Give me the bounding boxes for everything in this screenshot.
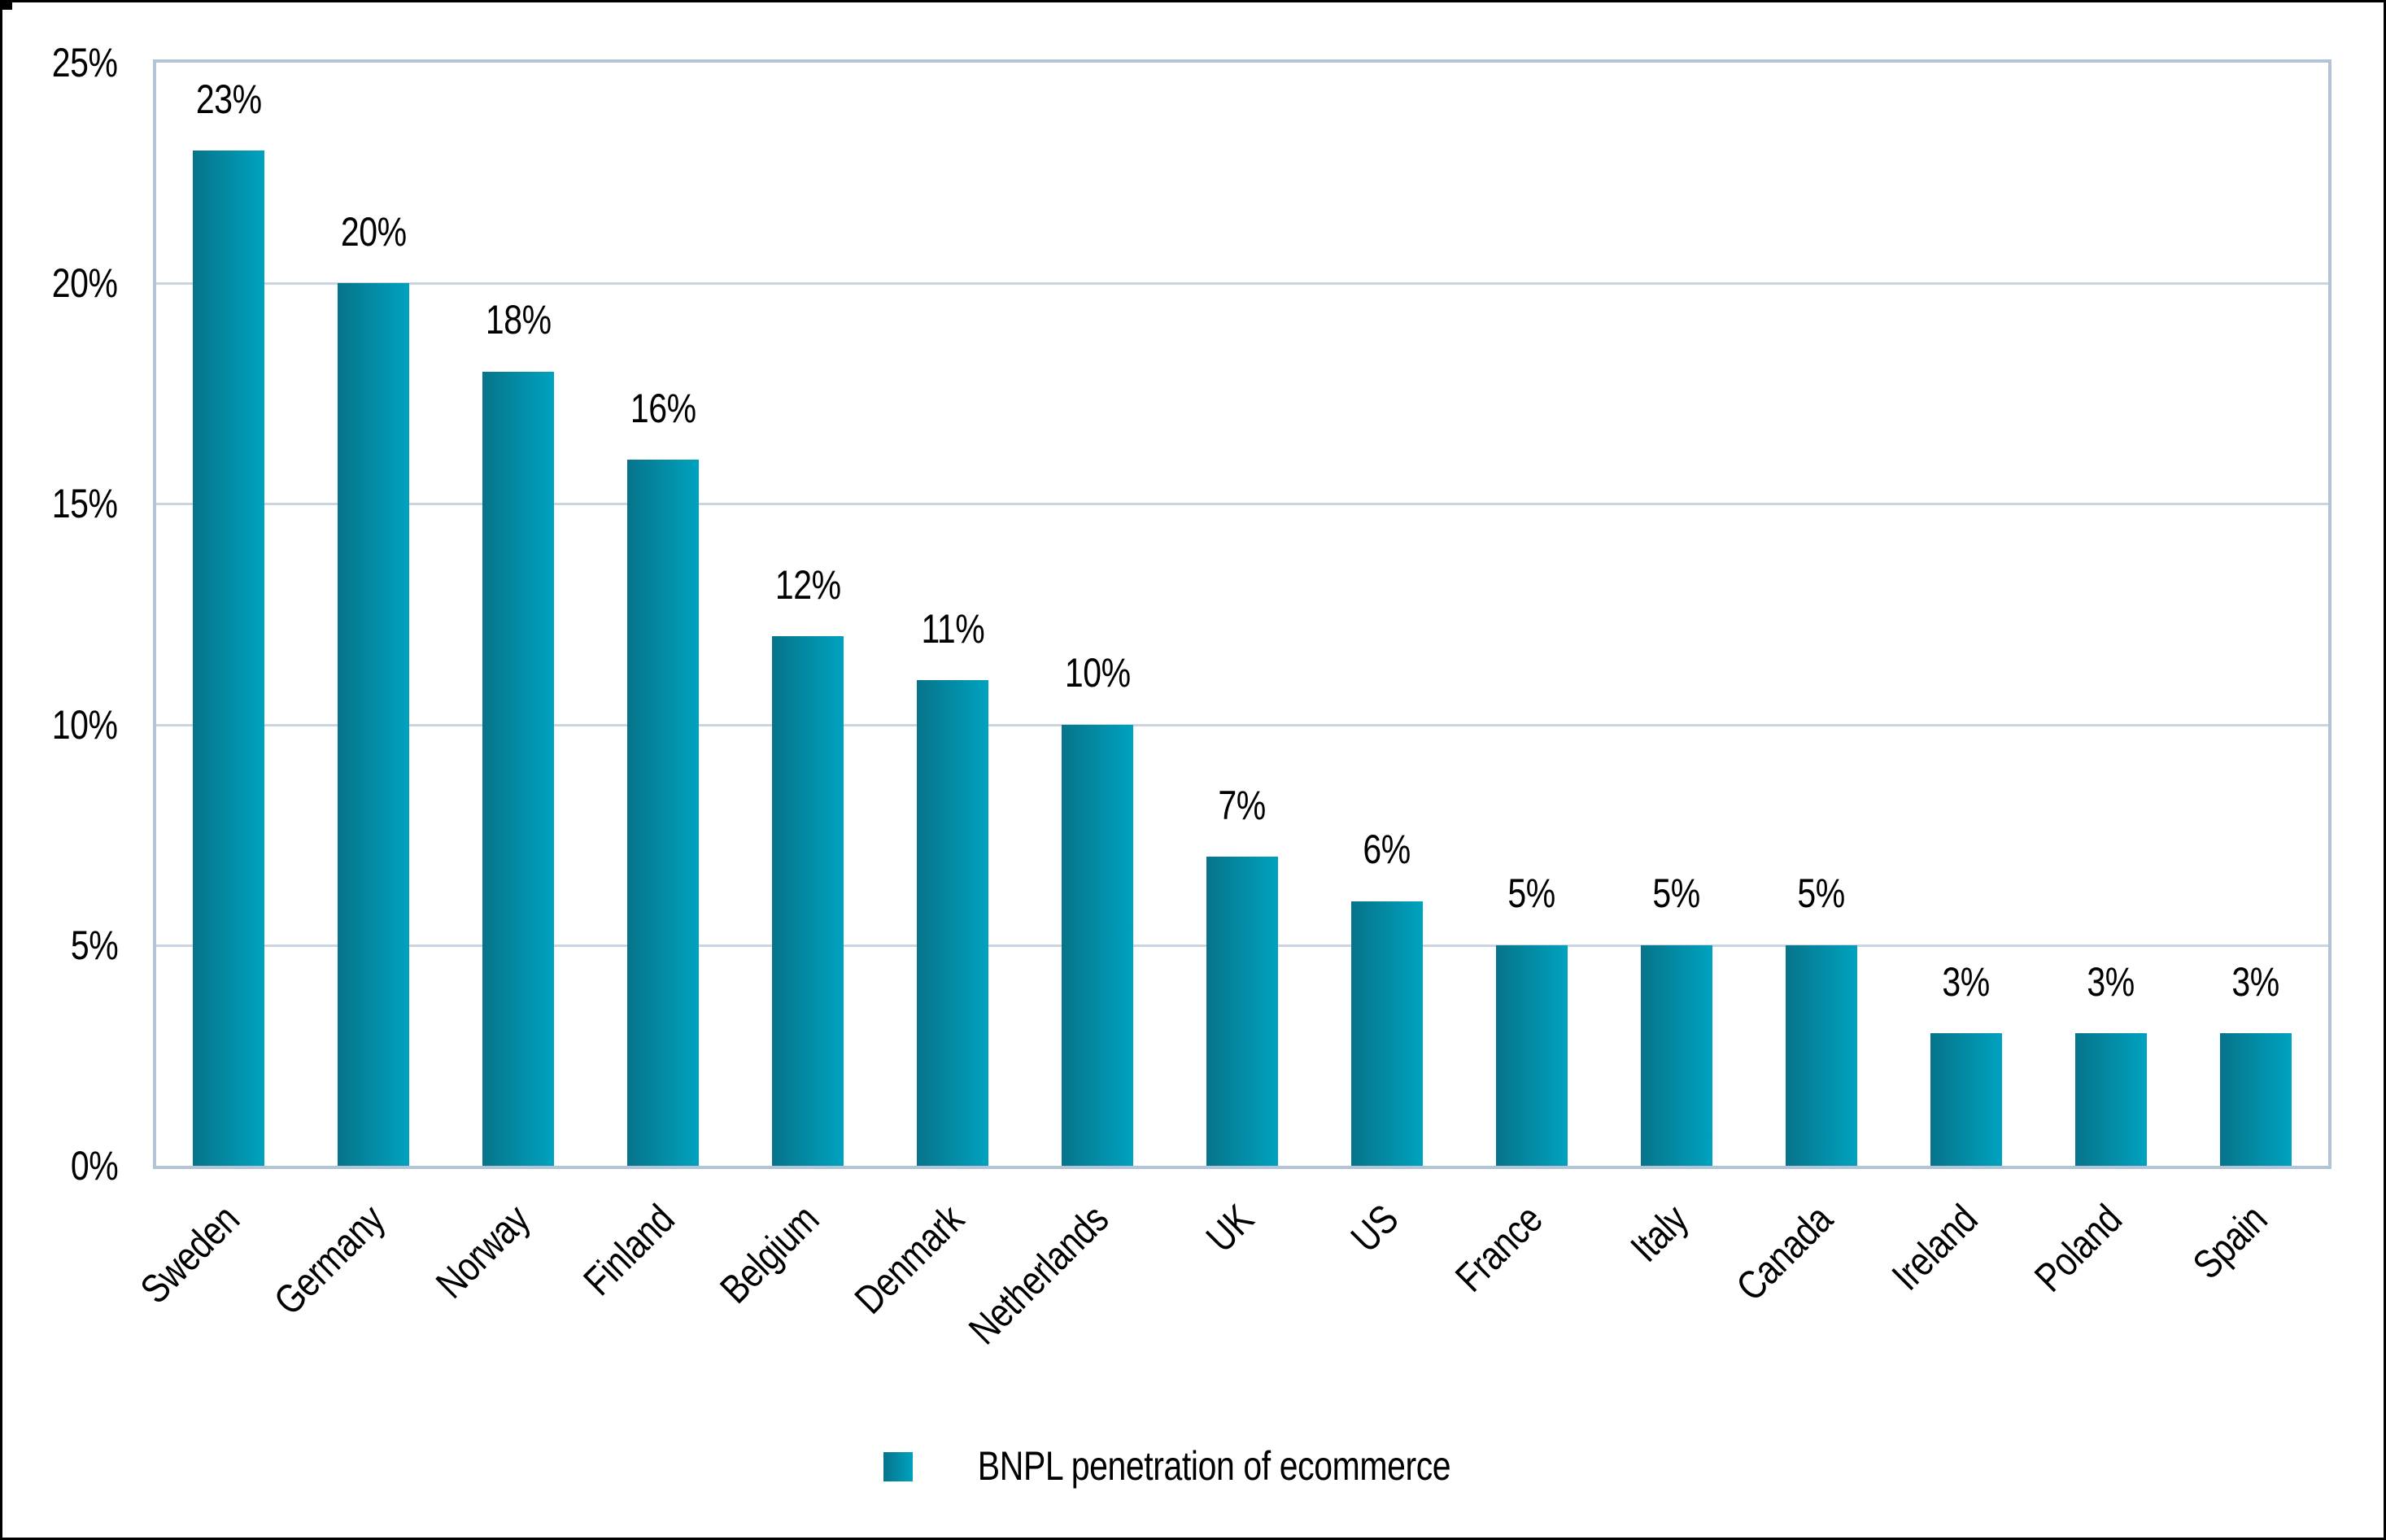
value-label-finland: 16% [541, 386, 785, 433]
value-label-text: 5% [1797, 870, 1846, 917]
value-label-belgium: 12% [686, 562, 930, 609]
value-label-sweden: 23% [107, 76, 351, 124]
value-label-denmark: 11% [831, 606, 1075, 653]
x-label-text: Finland [574, 1196, 683, 1304]
bar-canada [1786, 945, 1857, 1166]
value-label-spain: 3% [2134, 959, 2378, 1006]
y-tick-25: 25% [2, 37, 118, 88]
bar-denmark [917, 680, 988, 1166]
value-label-italy: 5% [1555, 870, 1799, 918]
x-label-text: Italy [1621, 1196, 1696, 1271]
bar-slot-norway: 18% [446, 63, 591, 1166]
value-label-text: 18% [485, 297, 552, 343]
x-label-text: Poland [2026, 1196, 2131, 1301]
y-tick-10: 10% [2, 700, 118, 750]
value-label-text: 6% [1363, 827, 1411, 873]
bar-ireland [1930, 1033, 2002, 1166]
value-label-canada: 5% [1699, 870, 1943, 918]
value-label-france: 5% [1410, 870, 1654, 918]
value-label-netherlands: 10% [975, 650, 1219, 697]
y-tick-5: 5% [2, 920, 119, 971]
value-label-ireland: 3% [1844, 959, 2088, 1006]
bar-slot-finland: 16% [591, 63, 735, 1166]
bar-sweden [193, 151, 264, 1166]
bar-slot-denmark: 11% [880, 63, 1025, 1166]
x-label-text: Germany [265, 1196, 393, 1324]
x-label-text: Canada [1727, 1196, 1841, 1310]
x-label-text: Denmark [845, 1196, 972, 1323]
legend: BNPL penetration of ecommerce [2, 1444, 2384, 1489]
y-tick-text: 15% [52, 481, 118, 527]
bar-finland [627, 460, 699, 1166]
value-label-uk: 7% [1120, 783, 1364, 830]
bar-slot-sweden: 23% [156, 63, 301, 1166]
bar-slot-italy: 5% [1604, 63, 1749, 1166]
bar-slot-netherlands: 10% [1025, 63, 1170, 1166]
x-label-text: Spain [2183, 1196, 2275, 1288]
bars-container: 23% 20% 18% 16% 12% 11% 10% 7% 6% 5% 5% 5% 3% 3% 3% [156, 63, 2328, 1166]
plot-area: 23% 20% 18% 16% 12% 11% 10% 7% 6% 5% 5% 5% 3% 3% 3% [153, 59, 2331, 1169]
value-label-poland: 3% [1989, 959, 2233, 1006]
value-label-text: 23% [195, 76, 262, 122]
value-label-text: 12% [774, 561, 841, 608]
bar-uk [1206, 857, 1278, 1166]
y-tick-text: 20% [52, 260, 118, 307]
value-label-text: 11% [921, 605, 984, 652]
x-label-text: US [1341, 1196, 1407, 1261]
bar-slot-france: 5% [1459, 63, 1604, 1166]
y-tick-0: 0% [2, 1141, 119, 1191]
x-label-text: Norway [426, 1196, 538, 1307]
value-label-text: 20% [340, 208, 407, 255]
legend-label: BNPL penetration of ecommerce [977, 1443, 1451, 1489]
x-label-text: Netherlands [960, 1196, 1117, 1354]
value-label-germany: 20% [251, 209, 495, 256]
y-tick-text: 10% [52, 701, 118, 748]
bar-slot-germany: 20% [301, 63, 446, 1166]
value-label-text: 5% [1652, 870, 1701, 917]
bar-slot-belgium: 12% [735, 63, 880, 1166]
bar-poland [2075, 1033, 2147, 1166]
value-label-text: 10% [1064, 650, 1131, 696]
bar-slot-uk: 7% [1170, 63, 1315, 1166]
y-tick-text: 25% [52, 40, 118, 85]
x-label-text: Sweden [132, 1196, 248, 1312]
legend-marker-icon [883, 1451, 913, 1481]
value-label-text: 3% [2087, 958, 2135, 1005]
bar-us [1351, 901, 1423, 1166]
x-label-text: France [1446, 1196, 1551, 1301]
value-label-text: 3% [1942, 958, 1991, 1005]
x-label-text: UK [1197, 1196, 1262, 1261]
bar-norway [482, 371, 554, 1166]
y-tick-text: 0% [70, 1143, 119, 1189]
bar-france [1496, 945, 1568, 1166]
value-label-norway: 18% [396, 297, 640, 344]
bar-belgium [772, 636, 844, 1166]
bar-slot-us: 6% [1315, 63, 1459, 1166]
value-label-text: 7% [1218, 782, 1267, 828]
x-label-text: Ireland [1882, 1196, 1986, 1299]
corner-artifact [2, 2, 12, 10]
bar-slot-ireland: 3% [1894, 63, 2039, 1166]
bar-slot-spain: 3% [2183, 63, 2328, 1166]
value-label-text: 3% [2231, 958, 2280, 1005]
bar-slot-poland: 3% [2039, 63, 2183, 1166]
value-label-us: 6% [1265, 827, 1509, 874]
y-tick-text: 5% [70, 922, 119, 968]
value-label-text: 5% [1507, 870, 1556, 917]
bar-netherlands [1062, 724, 1133, 1166]
bar-slot-canada: 5% [1749, 63, 1894, 1166]
y-tick-15: 15% [2, 478, 118, 529]
bar-italy [1641, 945, 1712, 1166]
x-label-text: Belgium [711, 1196, 827, 1312]
bar-germany [338, 283, 409, 1166]
value-label-text: 16% [630, 385, 696, 431]
bar-spain [2220, 1033, 2292, 1166]
y-tick-20: 20% [2, 258, 118, 308]
